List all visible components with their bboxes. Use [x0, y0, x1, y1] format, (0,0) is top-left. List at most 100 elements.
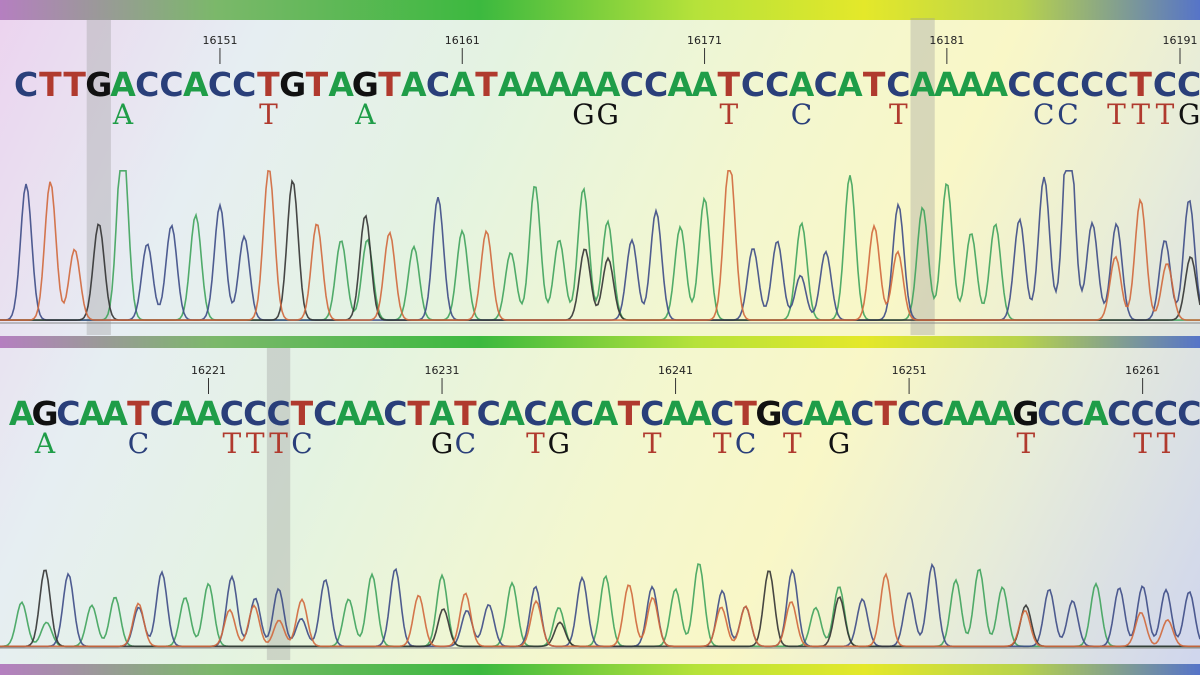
base-call: A: [663, 394, 689, 433]
secondary-base-call: C: [128, 427, 149, 460]
base-call: T: [378, 65, 401, 104]
base-call: A: [498, 65, 524, 104]
base-call: C: [780, 394, 804, 433]
secondary-base-call: T: [889, 98, 908, 131]
base-call: C: [56, 394, 80, 433]
base-call: A: [686, 394, 712, 433]
secondary-base-call: T: [1133, 427, 1152, 460]
position-tick-label: 16151: [202, 34, 237, 47]
base-call: A: [910, 65, 936, 104]
base-call: C: [1056, 65, 1080, 104]
trace-g: [0, 178, 1200, 321]
base-call: T: [1129, 65, 1152, 104]
position-tick-label: 16171: [687, 34, 722, 47]
base-call: A: [692, 65, 718, 104]
base-call: C: [1037, 394, 1061, 433]
secondary-base-call: G: [572, 98, 594, 131]
secondary-base-call: T: [1017, 427, 1036, 460]
secondary-base-call: T: [713, 427, 732, 460]
base-call: C: [850, 394, 874, 433]
base-call: C: [1007, 65, 1031, 104]
base-call: A: [9, 394, 35, 433]
base-call: C: [1080, 65, 1104, 104]
base-call: A: [102, 394, 128, 433]
base-call: C: [1177, 65, 1200, 104]
chromatogram-panel-top: 16151 16161 16171 16181 16191 C T T G A C C A C C T G T A G…: [0, 18, 1200, 336]
secondary-base-call: A: [354, 98, 376, 131]
base-call: C: [570, 394, 594, 433]
base-call: A: [966, 394, 992, 433]
secondary-base-call: G: [431, 427, 453, 460]
base-call: A: [328, 65, 354, 104]
base-call: C: [477, 394, 501, 433]
base-call: C: [1153, 65, 1177, 104]
base-call: C: [383, 394, 407, 433]
base-call: C: [208, 65, 232, 104]
base-call: C: [426, 65, 450, 104]
base-call: A: [359, 394, 385, 433]
base-call: A: [803, 394, 829, 433]
highlight-column: [266, 348, 291, 660]
secondary-base-call: G: [596, 98, 618, 131]
base-call: A: [837, 65, 863, 104]
base-call: A: [183, 65, 209, 104]
base-call: A: [336, 394, 362, 433]
base-call: C: [765, 65, 789, 104]
base-call: G: [31, 394, 58, 433]
base-call: A: [990, 394, 1016, 433]
base-call: C: [313, 394, 337, 433]
base-call: C: [644, 65, 668, 104]
secondary-base-call: T: [783, 427, 802, 460]
base-call: A: [546, 65, 572, 104]
secondary-base-call: T: [1131, 98, 1150, 131]
base-call: C: [741, 65, 765, 104]
secondary-base-call: A: [34, 427, 56, 460]
base-call: A: [593, 394, 619, 433]
position-tick-label: 16261: [1125, 364, 1160, 377]
secondary-base-call: T: [1157, 427, 1176, 460]
secondary-base-call: T: [643, 427, 662, 460]
middle-color-band: [0, 336, 1200, 348]
base-call: A: [79, 394, 105, 433]
base-call: T: [127, 394, 150, 433]
base-call: C: [1060, 394, 1084, 433]
base-call: A: [826, 394, 852, 433]
position-tick-label: 16181: [929, 34, 964, 47]
base-call: T: [454, 394, 477, 433]
trace-t: [0, 572, 1200, 648]
base-call: A: [668, 65, 694, 104]
base-call: A: [522, 65, 548, 104]
position-tick-label: 16161: [445, 34, 480, 47]
base-call: C: [232, 65, 256, 104]
base-call: T: [863, 65, 886, 104]
base-call: G: [279, 65, 306, 104]
base-call: A: [401, 65, 427, 104]
secondary-base-call: G: [548, 427, 570, 460]
base-call: T: [306, 65, 329, 104]
base-call: C: [886, 65, 910, 104]
base-call: C: [220, 394, 244, 433]
base-call: A: [1083, 394, 1109, 433]
secondary-base-call: G: [1178, 98, 1200, 131]
base-call: C: [1107, 394, 1131, 433]
trace-t: [0, 169, 1200, 321]
base-call: C: [1104, 65, 1128, 104]
secondary-base-call: C: [1057, 98, 1078, 131]
base-call: C: [1131, 394, 1155, 433]
base-call: T: [475, 65, 498, 104]
base-call: A: [943, 394, 969, 433]
base-call: A: [789, 65, 815, 104]
base-call: C: [150, 394, 174, 433]
base-call: A: [110, 65, 136, 104]
base-call: C: [710, 394, 734, 433]
base-call: C: [135, 65, 159, 104]
base-call: T: [39, 65, 62, 104]
base-call: A: [172, 394, 198, 433]
trace-a: [0, 170, 1200, 321]
secondary-base-call: C: [791, 98, 812, 131]
base-call: T: [291, 394, 314, 433]
base-call: T: [257, 65, 280, 104]
base-call: C: [1177, 394, 1200, 433]
